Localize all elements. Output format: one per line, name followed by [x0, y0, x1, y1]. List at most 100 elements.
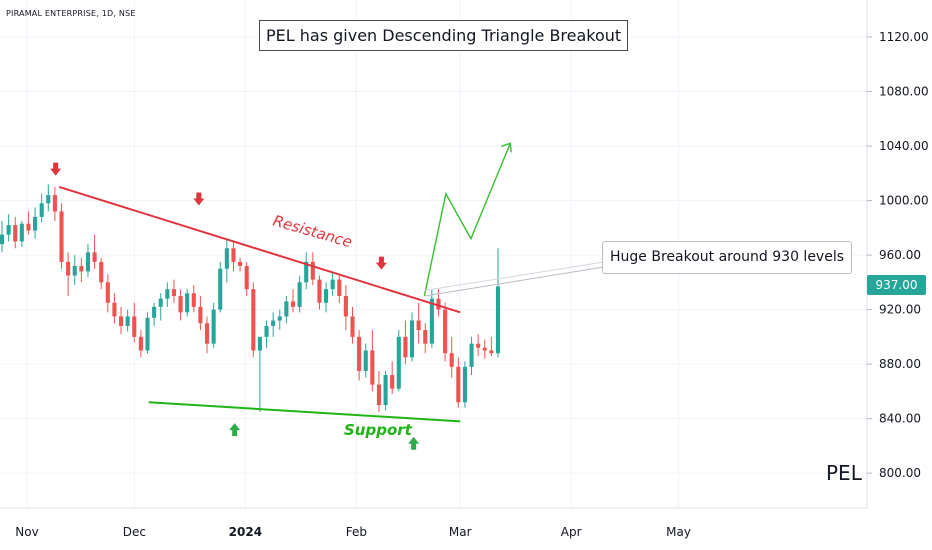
- candle-body: [396, 336, 401, 389]
- candle-body: [92, 252, 97, 262]
- last-price-tag: 937.00: [867, 275, 926, 295]
- candle-body: [277, 316, 282, 321]
- candle-body: [46, 195, 51, 204]
- candle-body: [416, 320, 421, 331]
- price-tick-label: 1040.00: [879, 139, 929, 153]
- resistance-touch-arrow-icon: [50, 162, 62, 176]
- candle-body: [271, 320, 276, 326]
- candle-body: [33, 216, 38, 231]
- candle-body: [211, 309, 216, 344]
- candle-body: [6, 225, 11, 235]
- candle-body: [238, 261, 243, 266]
- time-tick-label: May: [666, 525, 691, 539]
- candle-body: [489, 350, 494, 354]
- support-label: Support: [344, 421, 413, 439]
- candle-body: [383, 375, 388, 406]
- price-axis[interactable]: 1120.00 1080.00 1040.00 1000.00 960.00 920.00…: [867, 30, 929, 480]
- price-tick-label: 880.00: [879, 357, 921, 371]
- candle-body: [350, 316, 355, 337]
- candle-body: [264, 325, 269, 337]
- symbol-info: PIRAMAL ENTERPRISE, 1D, NSE: [6, 9, 136, 18]
- candle-body: [204, 323, 210, 344]
- support-touch-arrow-icon: [408, 436, 420, 450]
- callout-connector: [424, 266, 605, 297]
- candle-body: [257, 336, 262, 351]
- time-tick-label: 2024: [229, 525, 262, 539]
- resistance-touch-arrow-icon: [193, 192, 205, 206]
- candle-body: [185, 293, 190, 313]
- candle-body: [310, 261, 315, 280]
- candle-body: [337, 279, 342, 296]
- candle-body: [224, 248, 229, 269]
- resistance-line: [58, 185, 461, 314]
- candle-body: [403, 336, 408, 358]
- candle-body: [284, 301, 289, 317]
- candle-body: [495, 286, 501, 354]
- candle-body: [66, 261, 71, 276]
- symbol-watermark: PEL: [826, 461, 862, 485]
- candle-body: [13, 225, 18, 242]
- time-tick-label: Apr: [561, 525, 582, 539]
- candle-body: [59, 211, 64, 262]
- resistance-label: Resistance: [271, 212, 354, 252]
- candle-body: [390, 375, 395, 389]
- candle-body: [290, 301, 296, 307]
- time-tick-label: Feb: [346, 525, 367, 539]
- arrows: [50, 162, 420, 450]
- candle-body: [456, 366, 461, 403]
- candle-body: [145, 317, 150, 351]
- candle-body: [125, 316, 130, 326]
- trendlines: [58, 142, 605, 423]
- candle-body: [462, 366, 467, 403]
- price-tick-label: 1120.00: [879, 30, 929, 44]
- candle-body: [370, 350, 375, 385]
- candle-body: [376, 384, 382, 406]
- candle-body: [52, 195, 57, 212]
- price-tick-label: 1000.00: [879, 194, 929, 208]
- time-axis[interactable]: Nov Dec 2024 Feb Mar Apr May: [15, 525, 691, 539]
- candle-body: [79, 265, 84, 272]
- candle-body: [469, 343, 474, 367]
- time-tick-label: Dec: [123, 525, 146, 539]
- callout-connector: [424, 261, 605, 292]
- candle-body: [449, 353, 454, 367]
- candle-body: [476, 343, 481, 348]
- candle-body: [357, 336, 362, 371]
- candle-body: [39, 203, 44, 217]
- candle-body: [482, 347, 487, 351]
- candle-body: [178, 295, 183, 313]
- candle-body: [324, 289, 329, 303]
- candle-body: [158, 298, 163, 307]
- price-tick-label: 920.00: [879, 303, 921, 317]
- candle-body: [251, 289, 256, 351]
- candle-body: [132, 316, 137, 337]
- candle-body: [112, 302, 117, 317]
- candle-body: [26, 223, 31, 231]
- price-tick-label: 960.00: [879, 248, 921, 262]
- support-touch-arrow-icon: [229, 423, 241, 437]
- candle-body: [19, 223, 24, 242]
- candle-body: [165, 289, 170, 299]
- candle-body: [343, 295, 348, 317]
- candle-body: [409, 320, 415, 358]
- candle-body: [191, 293, 196, 307]
- candle-body: [171, 289, 176, 296]
- candle-body: [330, 279, 335, 290]
- time-tick-label: Nov: [15, 525, 38, 539]
- candle-body: [297, 282, 302, 307]
- candle-body: [429, 298, 434, 344]
- chart-title: PEL has given Descending Triangle Breako…: [259, 20, 629, 51]
- time-tick-label: Mar: [449, 525, 472, 539]
- candle-body: [118, 316, 124, 326]
- candle-body: [0, 234, 5, 245]
- candle-body: [85, 252, 91, 272]
- projection-path: [423, 143, 511, 297]
- candle-body: [152, 306, 157, 318]
- candle-body: [99, 261, 104, 283]
- support-line: [148, 401, 461, 423]
- candles: [0, 184, 501, 412]
- candle-body: [423, 330, 428, 344]
- candle-body: [138, 336, 143, 351]
- candle-body: [443, 309, 448, 354]
